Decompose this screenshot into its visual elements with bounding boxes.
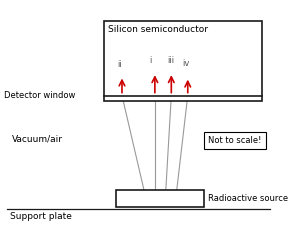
Text: Detector window: Detector window <box>4 91 76 100</box>
Text: iv: iv <box>182 59 189 68</box>
Text: Silicon semiconductor: Silicon semiconductor <box>108 25 208 34</box>
Text: Vacuum/air: Vacuum/air <box>12 134 63 143</box>
Text: Support plate: Support plate <box>10 212 71 221</box>
Bar <box>116 190 204 207</box>
Text: Not to scale!: Not to scale! <box>208 136 262 145</box>
Bar <box>204 132 266 149</box>
Text: i: i <box>150 56 152 65</box>
Bar <box>104 21 262 101</box>
Text: ii: ii <box>117 60 122 69</box>
Text: iii: iii <box>167 56 174 65</box>
Text: Radioactive source: Radioactive source <box>208 194 288 203</box>
